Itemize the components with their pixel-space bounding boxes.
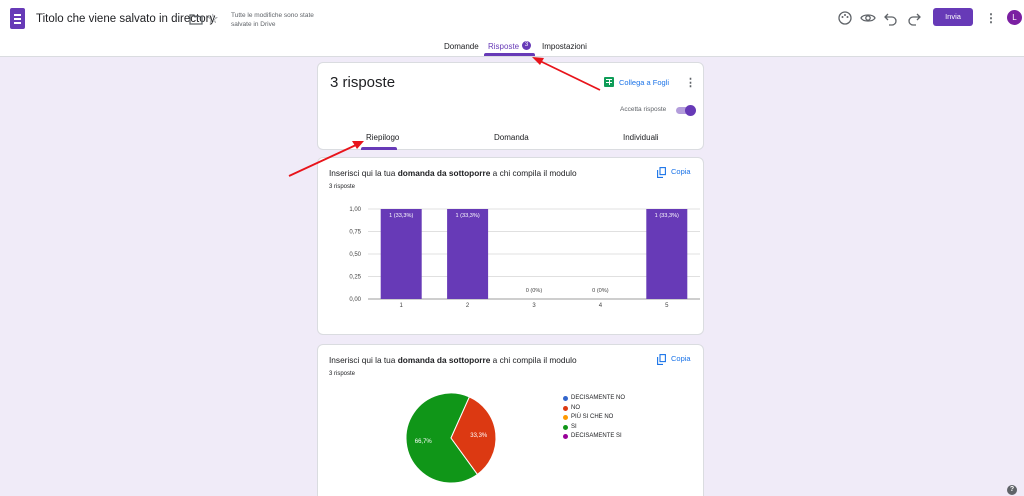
- question-title: Inserisci qui la tua domanda da sottopor…: [329, 355, 577, 365]
- x-tick-label: 2: [466, 303, 470, 309]
- question-card-1: Inserisci qui la tua domanda da sottopor…: [317, 157, 704, 335]
- subtab-riepilogo[interactable]: Riepilogo: [366, 133, 400, 142]
- x-tick-label: 1: [400, 303, 404, 309]
- legend-item: NO: [563, 404, 625, 414]
- copy-icon[interactable]: [657, 167, 666, 178]
- legend-label: SI: [571, 423, 577, 430]
- star-icon[interactable]: ☆: [207, 11, 219, 26]
- accept-responses-label: Accetta risposte: [620, 106, 667, 113]
- bar-data-label: 1 (33,3%): [455, 213, 479, 219]
- redo-icon[interactable]: [906, 10, 922, 26]
- bar-chart: 0,00 0,25 0,50 0,75 1,00 1 (33,3%) 1 1 (33,3%) 2…: [349, 207, 700, 309]
- document-title[interactable]: Titolo che viene salvato in directory: [36, 13, 216, 25]
- more-vert-icon[interactable]: ⋮: [685, 77, 696, 89]
- bar-data-label: 0 (0%): [526, 288, 543, 294]
- legend-item: SI: [563, 423, 625, 433]
- bar: [646, 209, 688, 299]
- pie-chart: 66,7% 33,3%: [405, 392, 497, 484]
- bar-data-label: 1 (33,3%): [655, 213, 679, 219]
- top-bar: Titolo che viene salvato in directory ☆ …: [0, 0, 1024, 57]
- pie-legend: DECISAMENTE NO NO PIÙ SI CHE NO SI DECISAMEN…: [563, 394, 625, 442]
- y-tick-label: 0,75: [349, 230, 361, 236]
- forms-logo-icon[interactable]: [10, 8, 25, 29]
- help-icon[interactable]: ?: [1007, 485, 1017, 495]
- sheets-icon[interactable]: [604, 77, 614, 87]
- legend-item: DECISAMENTE NO: [563, 394, 625, 404]
- eye-icon[interactable]: [860, 10, 876, 26]
- legend-dot: [563, 434, 568, 440]
- question-response-count: 3 risposte: [329, 184, 356, 190]
- question-response-count: 3 risposte: [329, 371, 356, 377]
- legend-dot: [563, 415, 568, 421]
- x-tick-label: 4: [599, 303, 603, 309]
- undo-icon[interactable]: [883, 10, 899, 26]
- x-tick-label: 3: [532, 303, 536, 309]
- copy-chart-button[interactable]: Copia: [671, 354, 691, 363]
- y-tick-label: 0,00: [349, 297, 361, 303]
- legend-label: PIÙ SI CHE NO: [571, 414, 614, 421]
- tab-impostazioni[interactable]: Impostazioni: [542, 42, 587, 51]
- pie-data-label: 33,3%: [470, 433, 488, 439]
- copy-icon[interactable]: [657, 354, 666, 365]
- responses-count-badge: 3: [522, 41, 531, 50]
- palette-icon[interactable]: [837, 10, 853, 26]
- subtab-individuali[interactable]: Individuali: [623, 133, 659, 142]
- legend-label: DECISAMENTE NO: [571, 395, 626, 401]
- question-title: Inserisci qui la tua domanda da sottopor…: [329, 168, 577, 178]
- y-tick-label: 0,25: [349, 275, 361, 281]
- pie-slice: [450, 396, 497, 476]
- y-tick-label: 1,00: [349, 207, 361, 213]
- active-tab-indicator: [484, 53, 535, 56]
- subtab-domanda[interactable]: Domanda: [494, 133, 529, 142]
- accept-responses-toggle[interactable]: [676, 105, 696, 116]
- responses-summary-card: 3 risposte Collega a Fogli ⋮ Accetta ris…: [317, 62, 704, 150]
- x-tick-label: 5: [665, 303, 669, 309]
- bar-data-label: 1 (33,3%): [389, 213, 413, 219]
- bar: [380, 209, 422, 299]
- responses-title: 3 risposte: [330, 74, 396, 91]
- legend-item: DECISAMENTE SI: [563, 432, 625, 442]
- avatar[interactable]: L: [1007, 10, 1022, 25]
- link-to-sheets-button[interactable]: Collega a Fogli: [619, 78, 670, 87]
- y-tick-label: 0,50: [349, 252, 361, 258]
- legend-dot: [563, 396, 568, 401]
- more-vert-icon[interactable]: ⋮: [985, 11, 997, 25]
- bar-data-label: 0 (0%): [592, 288, 609, 294]
- copy-chart-button[interactable]: Copia: [671, 167, 691, 176]
- pie-data-label: 66,7%: [415, 439, 433, 445]
- legend-item: PIÙ SI CHE NO: [563, 413, 625, 423]
- active-subtab-indicator: [361, 147, 397, 150]
- legend-label: DECISAMENTE SI: [571, 433, 622, 440]
- legend-label: NO: [571, 404, 580, 411]
- bar: [447, 209, 489, 299]
- question-card-2: Inserisci qui la tua domanda da sottopor…: [317, 344, 704, 496]
- save-status: Tutte le modifiche sono state salvate in…: [231, 12, 314, 28]
- pie-slice: [405, 392, 479, 484]
- tab-risposte[interactable]: Risposte: [488, 42, 520, 51]
- folder-icon[interactable]: [189, 13, 203, 25]
- send-button[interactable]: Invia: [933, 8, 973, 26]
- legend-dot: [563, 424, 568, 430]
- tab-domande[interactable]: Domande: [444, 42, 479, 51]
- legend-dot: [563, 405, 568, 411]
